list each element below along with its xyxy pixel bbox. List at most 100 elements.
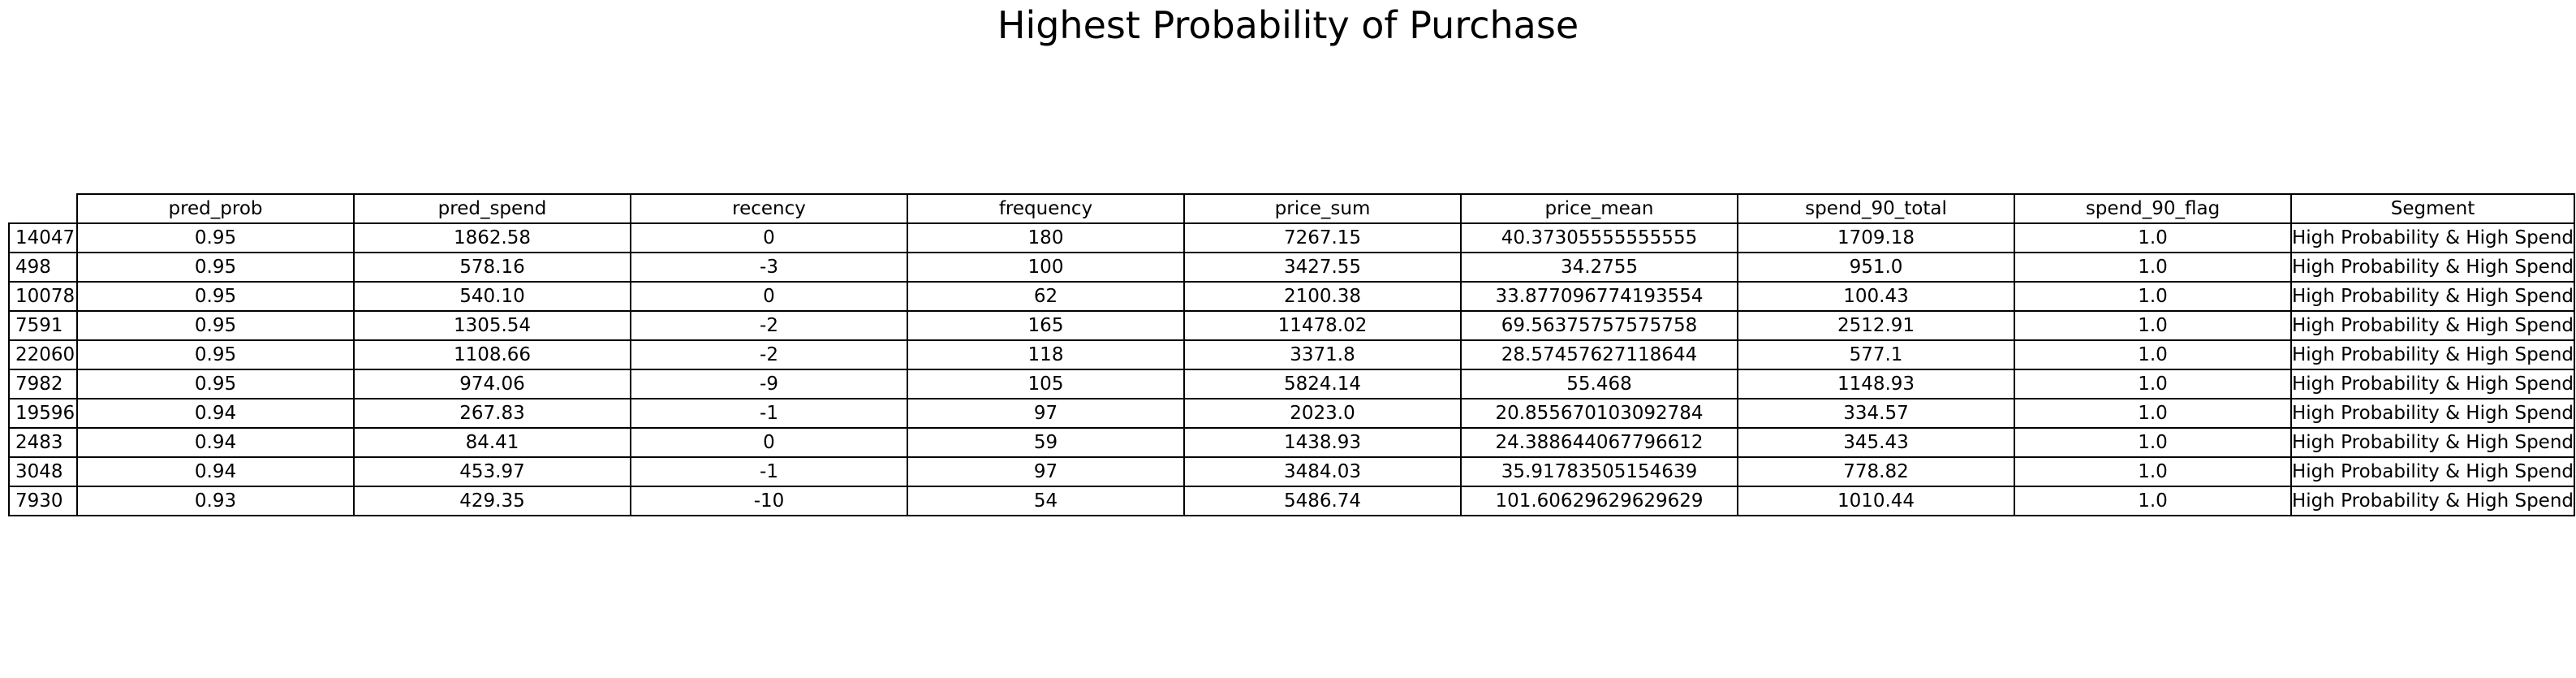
table-cell: 28.57457627118644 xyxy=(1460,339,1738,370)
table-cell: 100.43 xyxy=(1737,281,2015,312)
table-cell: 84.41 xyxy=(353,427,631,458)
table-cell: 62 xyxy=(907,281,1185,312)
table-cell: 3371.8 xyxy=(1183,339,1462,370)
table-cell: 0.95 xyxy=(76,252,355,283)
table-cell: 1862.58 xyxy=(353,222,631,253)
table-cell: High Probability & High Spend xyxy=(2290,427,2576,458)
table-cell: High Probability & High Spend xyxy=(2290,339,2576,370)
corner-cell xyxy=(9,194,77,223)
table-cell: 35.91783505154639 xyxy=(1460,456,1738,487)
table-cell: 1108.66 xyxy=(353,339,631,370)
row-index-cell: 10078 xyxy=(8,281,78,312)
column-header: frequency xyxy=(907,193,1185,224)
table-cell: High Probability & High Spend xyxy=(2290,456,2576,487)
table-cell: 24.388644067796612 xyxy=(1460,427,1738,458)
table-cell: 1148.93 xyxy=(1737,369,2015,399)
table-cell: 0.95 xyxy=(76,281,355,312)
table-row: 10078 0.95 540.10 0 62 2100.38 33.877096774193… xyxy=(8,281,2576,312)
table-cell: 453.97 xyxy=(353,456,631,487)
table-cell: 69.56375757575758 xyxy=(1460,310,1738,341)
table-cell: 55.468 xyxy=(1460,369,1738,399)
table-cell: High Probability & High Spend xyxy=(2290,486,2576,516)
table-cell: 40.37305555555555 xyxy=(1460,222,1738,253)
table-cell: 20.855670103092784 xyxy=(1460,398,1738,429)
table-cell: 2023.0 xyxy=(1183,398,1462,429)
table-cell: 951.0 xyxy=(1737,252,2015,283)
table-row: 2483 0.94 84.41 0 59 1438.93 24.38864406779661… xyxy=(8,427,2576,458)
table-cell: 11478.02 xyxy=(1183,310,1462,341)
table-cell: 1.0 xyxy=(2014,222,2292,253)
table-cell: 267.83 xyxy=(353,398,631,429)
table-cell: 1.0 xyxy=(2014,369,2292,399)
table-cell: 3484.03 xyxy=(1183,456,1462,487)
table-cell: 1709.18 xyxy=(1737,222,2015,253)
table-cell: High Probability & High Spend xyxy=(2290,398,2576,429)
table-cell: 334.57 xyxy=(1737,398,2015,429)
table-cell: 0.93 xyxy=(76,486,355,516)
table-cell: 0.95 xyxy=(76,222,355,253)
row-index-cell: 7591 xyxy=(8,310,78,341)
table-cell: 0.95 xyxy=(76,339,355,370)
table-cell: 429.35 xyxy=(353,486,631,516)
row-index-cell: 22060 xyxy=(8,339,78,370)
chart-title: Highest Probability of Purchase xyxy=(997,3,1579,47)
table-cell: -3 xyxy=(630,252,908,283)
row-index-cell: 498 xyxy=(8,252,78,283)
table-cell: 0.94 xyxy=(76,456,355,487)
table-cell: -1 xyxy=(630,456,908,487)
table-cell: 2100.38 xyxy=(1183,281,1462,312)
column-header: recency xyxy=(630,193,908,224)
table-cell: 578.16 xyxy=(353,252,631,283)
table-row: 7930 0.93 429.35 -10 54 5486.74 101.6062962962… xyxy=(8,486,2576,516)
table-cell: 0.95 xyxy=(76,310,355,341)
table-cell: 5824.14 xyxy=(1183,369,1462,399)
table-row: 19596 0.94 267.83 -1 97 2023.0 20.855670103092… xyxy=(8,398,2576,429)
table-cell: 1.0 xyxy=(2014,398,2292,429)
table-body: 14047 0.95 1862.58 0 180 7267.15 40.3730555555… xyxy=(8,222,2576,516)
column-header: price_mean xyxy=(1460,193,1738,224)
table-cell: 1305.54 xyxy=(353,310,631,341)
table-cell: 0.94 xyxy=(76,398,355,429)
table-cell: 1.0 xyxy=(2014,281,2292,312)
table-cell: 1.0 xyxy=(2014,486,2292,516)
row-index-cell: 3048 xyxy=(8,456,78,487)
table-cell: High Probability & High Spend xyxy=(2290,310,2576,341)
row-index-cell: 7930 xyxy=(8,486,78,516)
table-cell: -1 xyxy=(630,398,908,429)
table-row: 3048 0.94 453.97 -1 97 3484.03 35.917835051546… xyxy=(8,456,2576,487)
table-cell: 778.82 xyxy=(1737,456,2015,487)
table-row: 498 0.95 578.16 -3 100 3427.55 34.2755 951.0 1.0… xyxy=(8,252,2576,283)
data-table: pred_prob pred_spend recency frequency price… xyxy=(8,193,2576,516)
table-cell: -10 xyxy=(630,486,908,516)
row-index-cell: 2483 xyxy=(8,427,78,458)
table-cell: 97 xyxy=(907,456,1185,487)
table-cell: 1.0 xyxy=(2014,252,2292,283)
table-cell: 33.877096774193554 xyxy=(1460,281,1738,312)
table-row: 14047 0.95 1862.58 0 180 7267.15 40.3730555555… xyxy=(8,222,2576,253)
table-row: 7982 0.95 974.06 -9 105 5824.14 55.468 1148.93 1… xyxy=(8,369,2576,399)
table-cell: 7267.15 xyxy=(1183,222,1462,253)
table-cell: 1.0 xyxy=(2014,339,2292,370)
table-cell: 180 xyxy=(907,222,1185,253)
table-cell: 0.95 xyxy=(76,369,355,399)
table-cell: 540.10 xyxy=(353,281,631,312)
table-cell: 97 xyxy=(907,398,1185,429)
table-cell: 1010.44 xyxy=(1737,486,2015,516)
table-cell: High Probability & High Spend xyxy=(2290,252,2576,283)
column-header: spend_90_total xyxy=(1737,193,2015,224)
table-cell: 0 xyxy=(630,281,908,312)
table-cell: 2512.91 xyxy=(1737,310,2015,341)
column-header: Segment xyxy=(2290,193,2576,224)
table-cell: 105 xyxy=(907,369,1185,399)
table-cell: 5486.74 xyxy=(1183,486,1462,516)
table-cell: 1.0 xyxy=(2014,310,2292,341)
table-cell: -9 xyxy=(630,369,908,399)
table-cell: 0.94 xyxy=(76,427,355,458)
column-header: spend_90_flag xyxy=(2014,193,2292,224)
table-cell: 1.0 xyxy=(2014,456,2292,487)
header-row: pred_prob pred_spend recency frequency price… xyxy=(9,193,2576,224)
table-cell: 54 xyxy=(907,486,1185,516)
table-cell: 100 xyxy=(907,252,1185,283)
table-cell: 3427.55 xyxy=(1183,252,1462,283)
column-header: price_sum xyxy=(1183,193,1462,224)
